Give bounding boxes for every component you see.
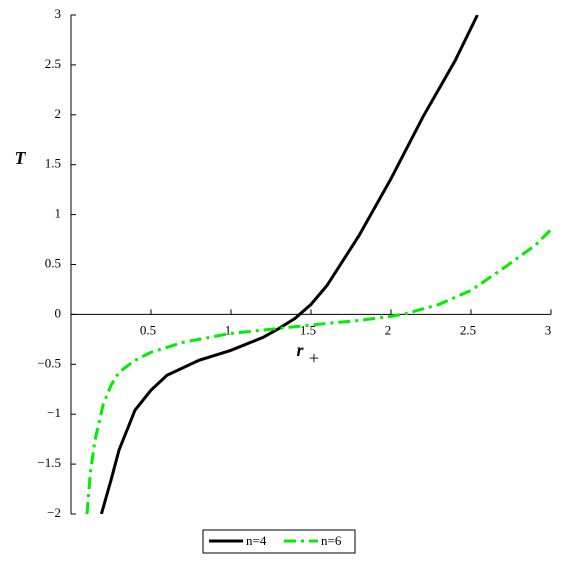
x-axis-label: r xyxy=(296,340,304,360)
y-tick-label: 1 xyxy=(55,206,62,221)
y-tick-label: −1 xyxy=(47,405,61,420)
y-tick-label: −1.5 xyxy=(37,455,61,470)
series-line xyxy=(99,15,479,514)
x-axis-label-subscript: + xyxy=(309,348,319,368)
y-tick-label: 3 xyxy=(55,6,62,21)
y-tick-label: 0 xyxy=(55,305,62,320)
y-tick-label: 2.5 xyxy=(45,56,61,71)
x-tick-label: 1 xyxy=(225,322,232,337)
x-tick-label: 0.5 xyxy=(140,322,156,337)
y-tick-label: 0.5 xyxy=(45,255,61,270)
x-tick-label: 2 xyxy=(385,322,392,337)
x-tick-label: 1.5 xyxy=(300,322,316,337)
y-tick-label: 2 xyxy=(55,106,62,121)
x-tick-label: 2.5 xyxy=(460,322,476,337)
y-axis-label: T xyxy=(15,148,27,168)
legend-label: n=6 xyxy=(321,533,342,548)
x-tick-label: 3 xyxy=(545,322,552,337)
legend-box xyxy=(202,529,356,554)
y-tick-label: −0.5 xyxy=(37,355,61,370)
legend-label: n=4 xyxy=(246,533,267,548)
y-tick-label: 1.5 xyxy=(45,156,61,171)
series-line xyxy=(85,228,551,514)
y-tick-label: −2 xyxy=(47,505,61,520)
